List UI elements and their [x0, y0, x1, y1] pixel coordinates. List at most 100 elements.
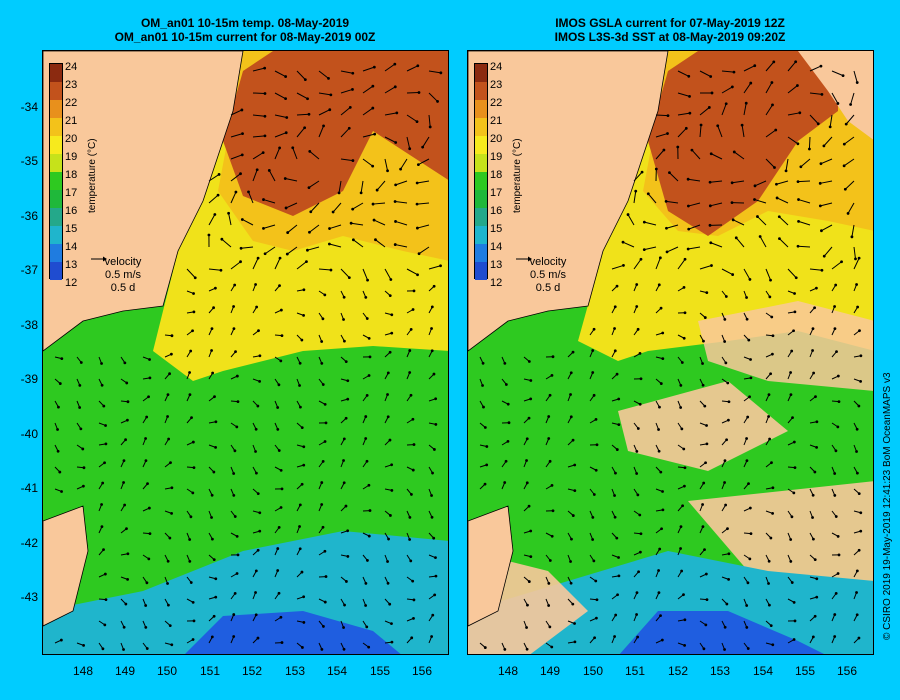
current-arrow-head [595, 616, 598, 620]
current-arrow-head [746, 415, 750, 419]
current-arrow-head [725, 438, 728, 442]
current-arrow-head [525, 481, 529, 485]
current-arrow [395, 180, 408, 186]
current-arrow-head [232, 305, 235, 308]
current-arrow-head [258, 511, 262, 515]
current-arrow-head [373, 132, 377, 136]
current-arrow-head [144, 626, 148, 629]
current-arrow-head [615, 448, 619, 451]
current-arrow-head [254, 569, 258, 573]
velocity-arrow-icon [516, 256, 532, 262]
current-arrow-head [372, 65, 376, 69]
current-arrow [287, 246, 298, 255]
current-arrow-head [483, 482, 487, 486]
current-arrow-head [813, 614, 817, 618]
current-arrow [208, 214, 216, 226]
current-arrow-head [595, 443, 599, 447]
current-arrow-head [745, 459, 749, 463]
current-arrow-head [836, 534, 840, 538]
current-arrow-head [416, 273, 419, 277]
current-arrow-head [416, 64, 420, 68]
current-arrow [829, 114, 833, 127]
left-map-panel[interactable]: 24 23 22 21 20 19 18 17 16 15 14 13 12 temperature (… [42, 50, 449, 655]
colorbar-swatch [50, 190, 62, 208]
current-arrow-head [703, 548, 706, 552]
current-arrow-head [416, 226, 419, 230]
current-arrow [820, 158, 833, 165]
current-arrow-head [214, 595, 218, 599]
current-arrow-head [258, 379, 261, 383]
current-arrow-head [258, 529, 262, 533]
current-arrow-head [254, 613, 258, 617]
current-arrow [843, 158, 855, 167]
left-coldest [185, 611, 401, 654]
current-arrow [318, 92, 331, 96]
current-arrow-head [771, 643, 775, 647]
current-arrow-head [709, 75, 713, 78]
current-arrow-head [303, 126, 307, 130]
current-arrow-head [390, 622, 393, 626]
current-arrow-head [189, 349, 193, 353]
current-arrow [721, 103, 727, 116]
current-arrow [765, 268, 771, 281]
current-arrow-head [343, 339, 346, 343]
current-arrow-head [58, 470, 62, 474]
right-map-panel[interactable]: 24 23 22 21 20 19 18 17 16 15 14 13 12 temperature (… [467, 50, 874, 655]
left-panel-title: OM_an01 10-15m temp. 08-May-2019 OM_an01… [40, 16, 450, 44]
current-arrow-head [60, 490, 63, 493]
current-arrow [309, 224, 320, 233]
current-arrow-head [104, 442, 108, 446]
current-arrow-head [547, 582, 551, 585]
current-arrow-head [591, 349, 595, 352]
current-arrow-head [770, 81, 774, 84]
current-arrow [721, 268, 733, 276]
current-arrow-head [371, 202, 375, 206]
current-arrow-head [617, 397, 621, 401]
current-arrow-head [263, 66, 267, 70]
current-arrow-head [386, 393, 389, 396]
current-arrow-head [636, 327, 640, 331]
current-arrow-head [328, 108, 332, 112]
current-arrow-head [145, 647, 149, 650]
current-arrow-head [798, 111, 802, 115]
current-arrow-head [439, 71, 443, 75]
colorbar-swatch [50, 262, 62, 280]
current-arrow-head [255, 305, 259, 309]
current-arrow-head [571, 350, 575, 354]
current-arrow-head [707, 106, 711, 109]
current-arrow-head [550, 373, 554, 377]
current-arrow-head [346, 397, 350, 401]
left-land-mainland [43, 51, 244, 352]
colorbar-swatch [50, 82, 62, 100]
current-arrow-head [569, 393, 572, 396]
current-arrow-head [277, 525, 281, 529]
current-arrow [733, 151, 745, 160]
current-arrow [785, 158, 789, 171]
current-arrow [318, 109, 330, 116]
current-arrow-head [850, 235, 854, 239]
current-arrow-head [349, 221, 353, 225]
current-arrow-head [168, 624, 172, 628]
current-arrow-head [705, 442, 709, 446]
current-arrow [285, 202, 298, 209]
current-arrow [417, 202, 430, 205]
x-tick-label: 156 [836, 664, 858, 678]
current-arrow-head [351, 238, 355, 242]
y-tick-label: -36 [20, 209, 38, 223]
current-arrow-head [767, 415, 770, 418]
current-arrow-head [213, 395, 216, 399]
current-arrow-head [343, 603, 346, 607]
current-arrow-head [428, 125, 432, 129]
current-arrow-head [394, 183, 398, 187]
current-arrow [384, 112, 397, 116]
current-arrow-head [82, 643, 85, 647]
left-title-line1: OM_an01 10-15m temp. 08-May-2019 [140, 16, 350, 30]
current-arrow-head [703, 404, 707, 408]
current-arrow-head [849, 103, 852, 106]
current-arrow-head [769, 278, 772, 282]
current-arrow-head [170, 643, 174, 647]
current-arrow-head [507, 421, 511, 425]
current-arrow-head [796, 84, 799, 87]
current-arrow-head [300, 426, 304, 430]
current-arrow-head [661, 331, 665, 335]
